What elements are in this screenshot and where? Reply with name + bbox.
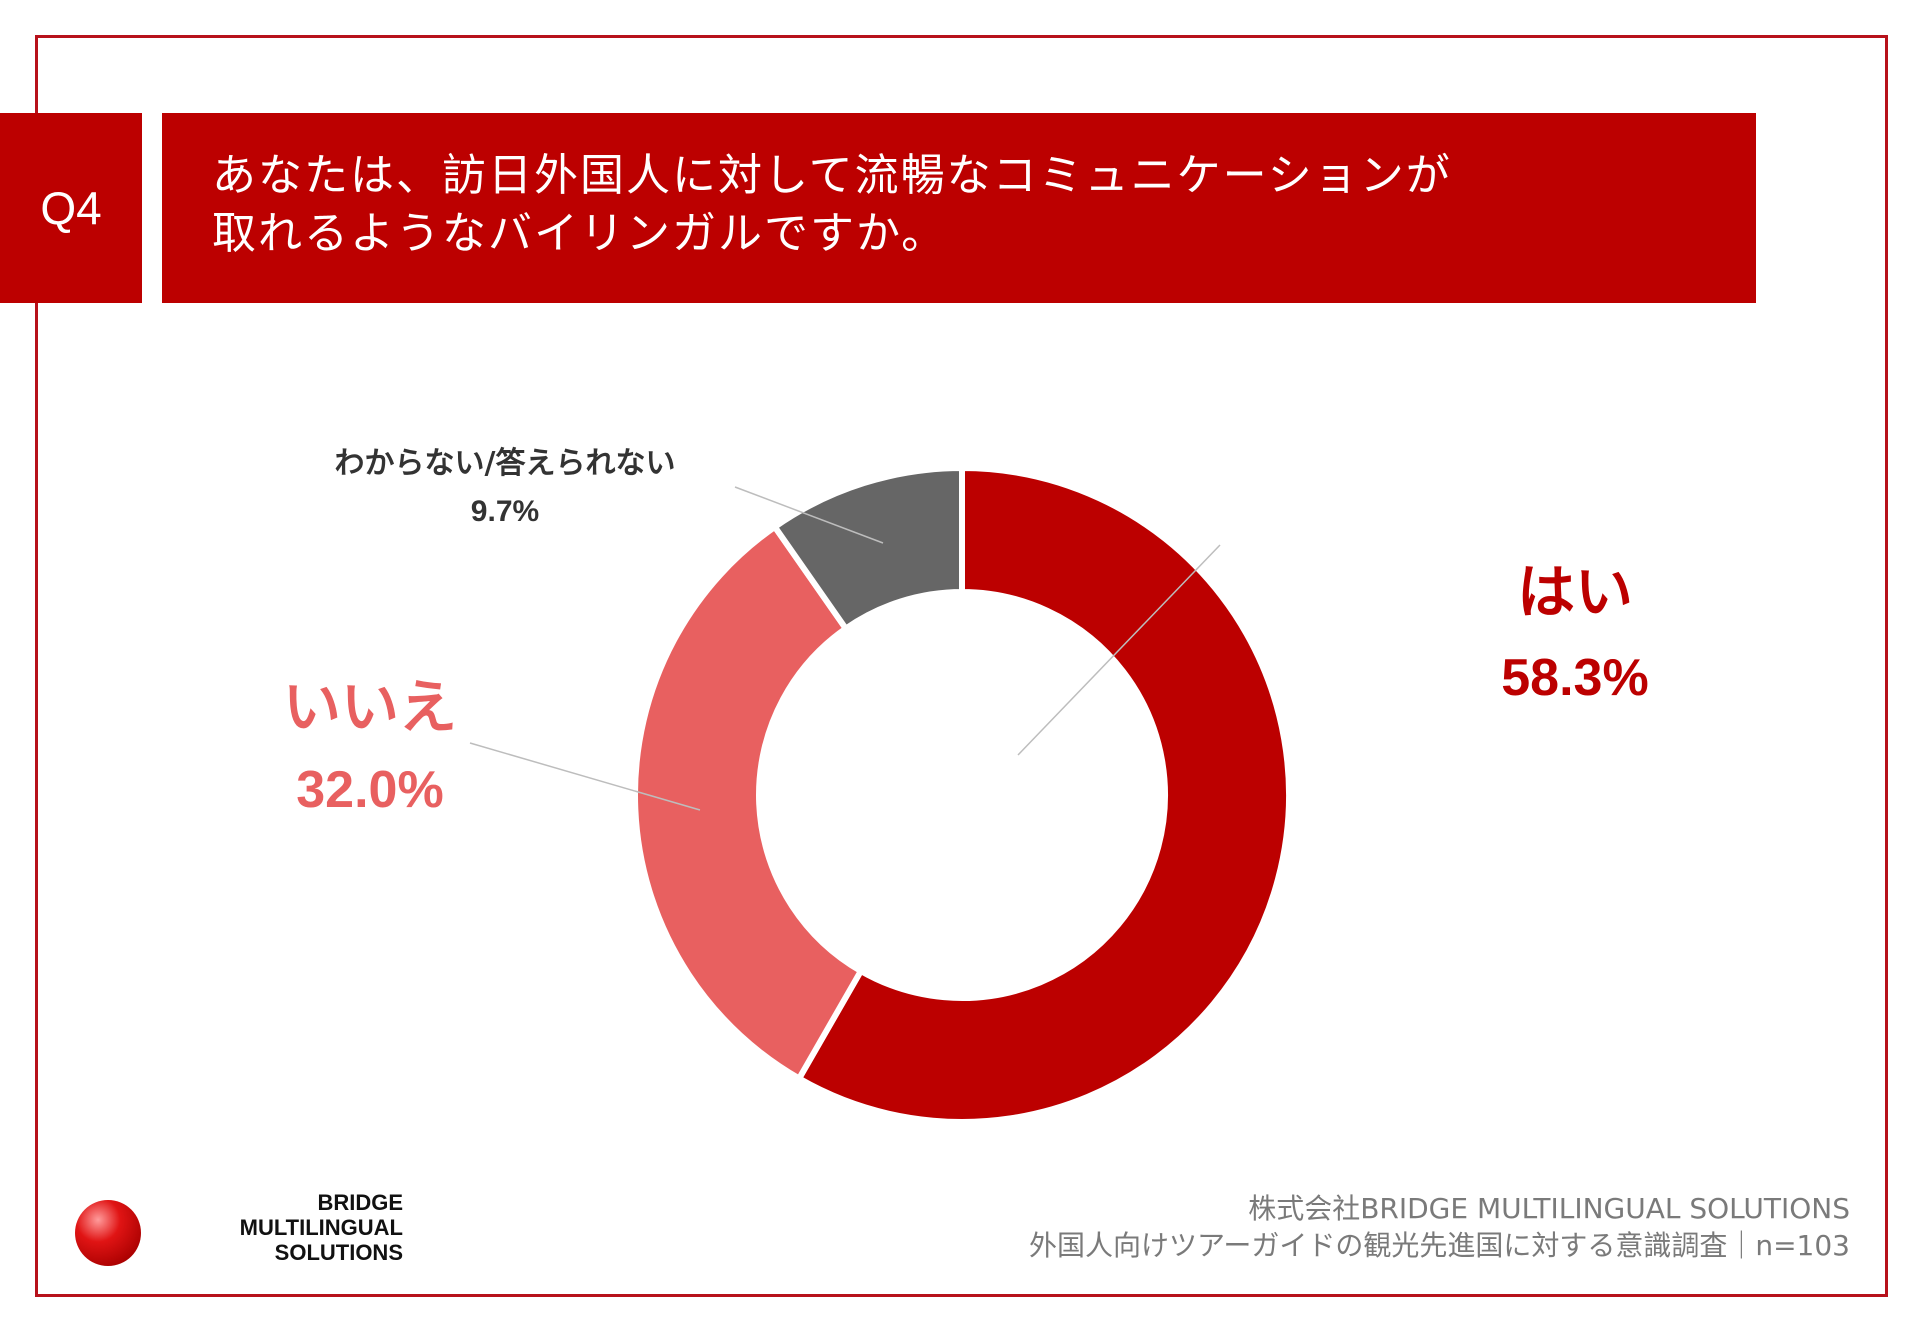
logo-line-2: MULTILINGUAL: [239, 1215, 403, 1240]
legend-label-yes: はい: [1516, 558, 1633, 626]
question-number-badge: Q4: [0, 113, 142, 303]
data-label-yes: 58.3%: [1501, 649, 1649, 707]
legend-label-unknown: わからない/答えられない: [334, 446, 676, 481]
source-note: 株式会社BRIDGE MULTILINGUAL SOLUTIONS 外国人向けツ…: [1029, 1190, 1850, 1264]
data-label-unknown: 9.7%: [470, 495, 540, 528]
question-text-line-1: あなたは、訪日外国人に対して流暢なコミュニケーションが: [212, 150, 1452, 201]
slide-frame: [35, 35, 1888, 1297]
question-text-line-2: 取れるようなバイリンガルですか。: [212, 208, 948, 259]
data-label-no: 32.0%: [296, 761, 444, 819]
company-logo: BRIDGE MULTILINGUAL SOLUTIONS: [75, 1190, 403, 1270]
question-number: Q4: [40, 182, 102, 234]
leader-line-unknown: [734, 486, 884, 544]
logo-line-3: SOLUTIONS: [274, 1240, 403, 1265]
source-company: 株式会社BRIDGE MULTILINGUAL SOLUTIONS: [1248, 1192, 1850, 1225]
source-survey: 外国人向けツアーガイドの観光先進国に対する意識調査｜n=103: [1029, 1229, 1850, 1262]
donut-slice-yes: [794, 464, 1292, 1125]
leader-line-yes: [1017, 544, 1221, 756]
donut-slice-no: [632, 522, 865, 1083]
donut-slice-unknown: [770, 464, 965, 633]
leader-line-no: [469, 742, 701, 811]
legend-label-no: いいえ: [282, 673, 457, 741]
logo-line-1: BRIDGE: [317, 1190, 403, 1215]
logo-text: BRIDGE MULTILINGUAL SOLUTIONS: [145, 1190, 403, 1265]
logo-sphere-icon: [75, 1200, 141, 1266]
question-header: あなたは、訪日外国人に対して流暢なコミュニケーションが 取れるようなバイリンガル…: [162, 113, 1756, 303]
